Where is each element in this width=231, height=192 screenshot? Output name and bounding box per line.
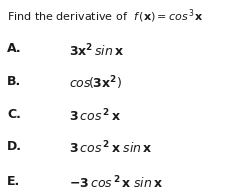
Text: $\mathbf{3x}^{\mathbf{2}}\,\mathit{sin}\,\mathbf{x}$: $\mathbf{3x}^{\mathbf{2}}\,\mathit{sin}\… [69,42,125,59]
Text: $\mathbf{3}\,\mathit{cos}^{\,\mathbf{2}}\,\mathbf{x}$: $\mathbf{3}\,\mathit{cos}^{\,\mathbf{2}}… [69,108,122,124]
Text: E.: E. [7,175,20,188]
Text: A.: A. [7,42,21,55]
Text: $\mathbf{-3}\,\mathit{cos}^{\,\mathbf{2}}\,\mathbf{x}\;\mathit{sin}\,\mathbf{x}$: $\mathbf{-3}\,\mathit{cos}^{\,\mathbf{2}… [69,175,163,191]
Text: $\mathbf{3}\,\mathit{cos}^{\,\mathbf{2}}\,\mathbf{x}\;\mathit{sin}\,\mathbf{x}$: $\mathbf{3}\,\mathit{cos}^{\,\mathbf{2}}… [69,140,153,157]
Text: Find the derivative of  $f\,(\mathbf{x}) = \mathit{cos}^{\,3}\mathbf{x}$: Find the derivative of $f\,(\mathbf{x}) … [7,8,203,25]
Text: B.: B. [7,75,21,88]
Text: $\mathit{cos}\!\left(\mathbf{3x}^{\mathbf{2}}\right)$: $\mathit{cos}\!\left(\mathbf{3x}^{\mathb… [69,75,122,93]
Text: D.: D. [7,140,22,153]
Text: C.: C. [7,108,21,121]
